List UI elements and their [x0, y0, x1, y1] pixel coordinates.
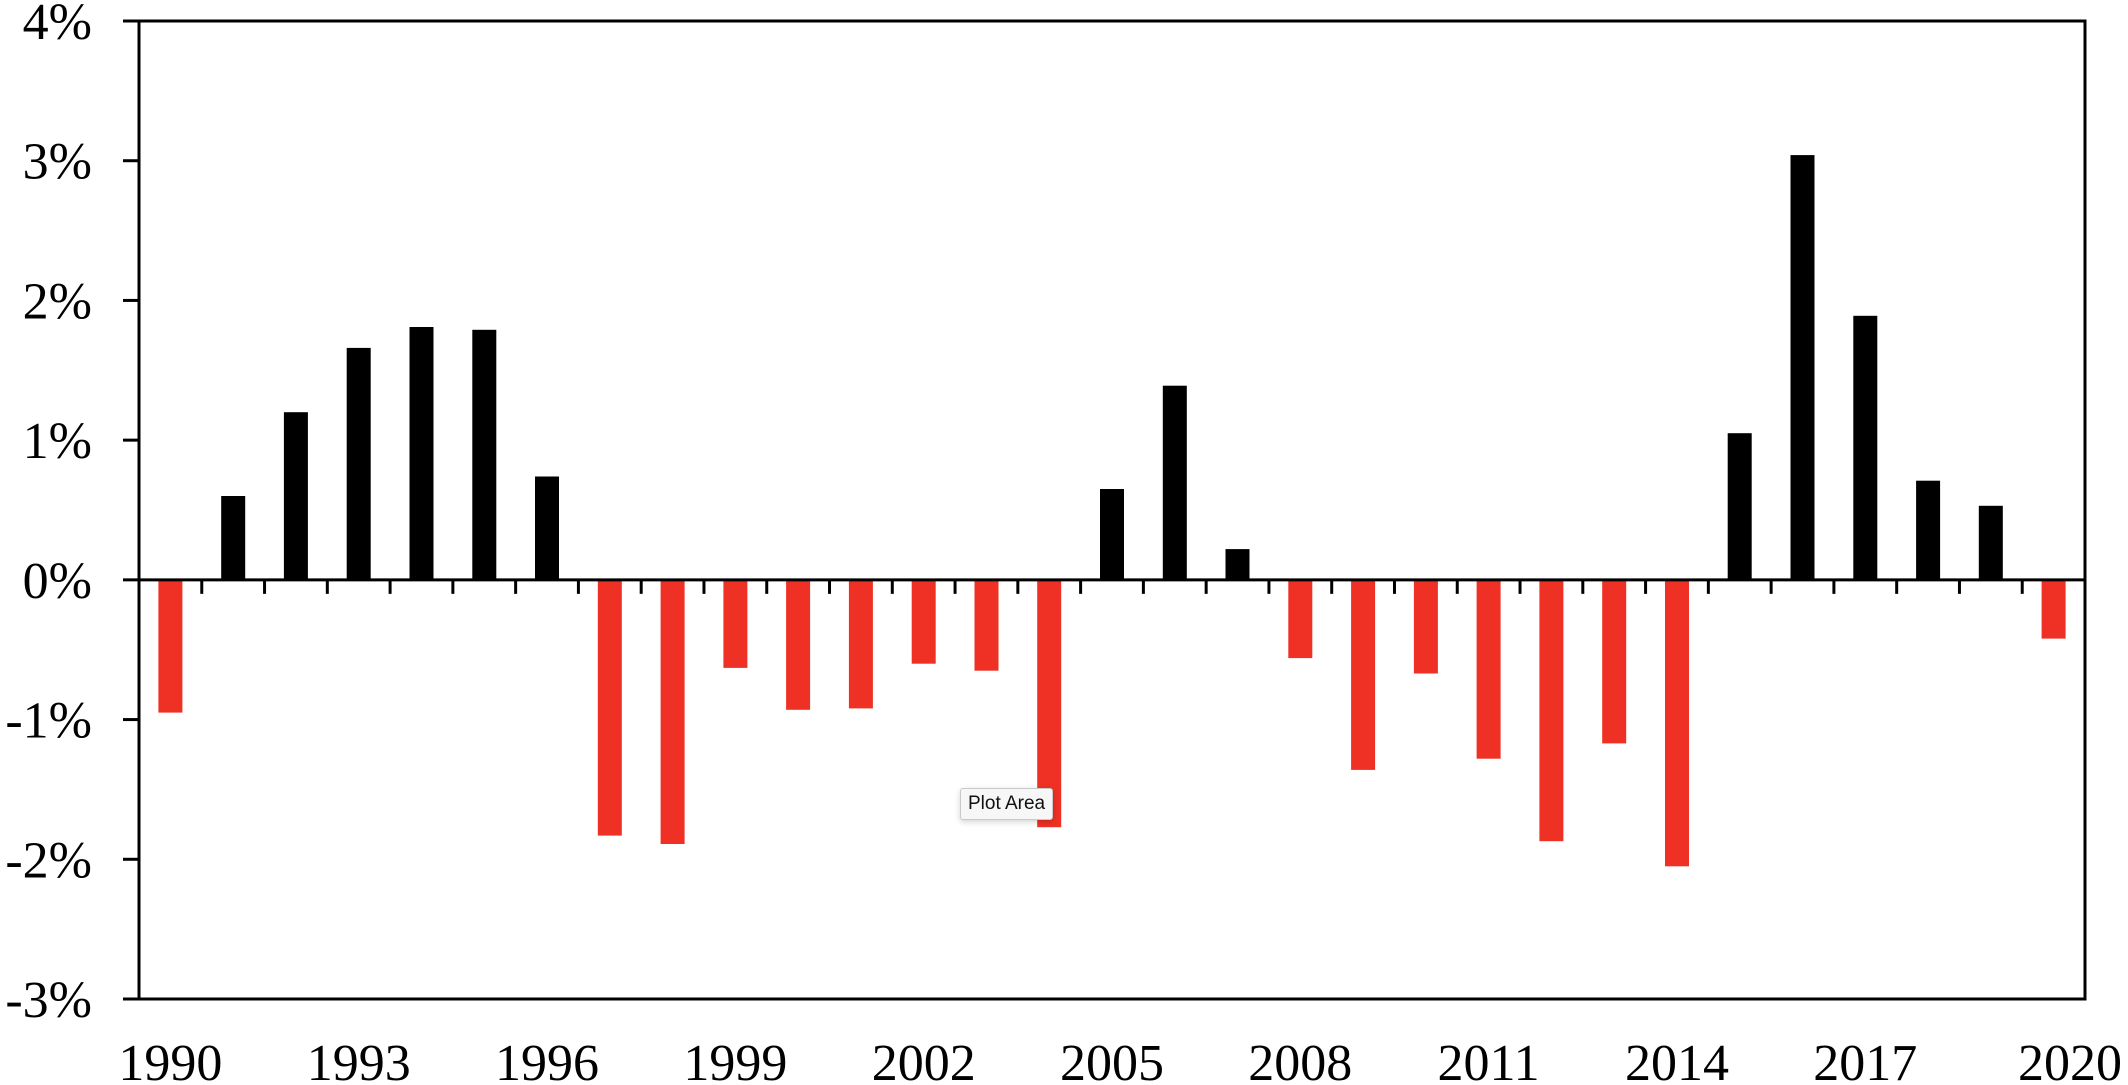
x-tick-label: 1993 — [307, 1035, 411, 1085]
bar-2019[interactable] — [1978, 505, 2003, 580]
bar-2014[interactable] — [1665, 579, 1689, 867]
x-tick-label: 2005 — [1060, 1035, 1164, 1085]
bar-1999[interactable] — [723, 579, 748, 668]
x-axis-labels: 1990 1993 1996 1999 2002 2005 2008 2011 2014 2017… — [118, 1035, 2122, 1085]
bar-2017[interactable] — [1853, 315, 1878, 580]
x-tick-label: 2020 — [2018, 1035, 2122, 1085]
bar-1995[interactable] — [472, 329, 497, 580]
y-axis-ticks — [123, 19, 139, 1001]
bar-2016[interactable] — [1790, 155, 1815, 580]
bar-1993[interactable] — [346, 347, 371, 580]
bar-2010[interactable] — [1413, 579, 1438, 674]
y-tick-label: 4% — [23, 0, 92, 51]
y-tick-label: -2% — [5, 832, 92, 889]
bar-2008[interactable] — [1288, 579, 1313, 659]
bars — [158, 155, 2066, 867]
x-axis-ticks — [200, 579, 2024, 594]
x-tick-label: 1996 — [495, 1035, 599, 1085]
bar-2007[interactable] — [1225, 549, 1250, 580]
x-tick-label: 2011 — [1438, 1035, 1540, 1085]
bar-2002[interactable] — [911, 579, 936, 664]
bar-2005[interactable] — [1100, 489, 1124, 580]
bar-2020[interactable] — [2041, 579, 2066, 639]
bar-1992[interactable] — [283, 412, 308, 580]
x-tick-label: 2014 — [1625, 1035, 1729, 1085]
x-tick-label: 2002 — [872, 1035, 976, 1085]
bar-2000[interactable] — [786, 579, 811, 710]
plot-area-tooltip: Plot Area — [960, 788, 1054, 820]
bar-1994[interactable] — [409, 327, 434, 580]
y-tick-label: -1% — [5, 693, 92, 750]
y-tick-label: -3% — [5, 972, 92, 1029]
bar-2003[interactable] — [974, 579, 999, 671]
y-axis-labels: 4% 3% 2% 1% 0% -1% -2% -3% — [5, 0, 92, 1029]
bar-2006[interactable] — [1162, 385, 1187, 580]
x-tick-label: 2008 — [1248, 1035, 1352, 1085]
y-tick-label: 0% — [23, 553, 92, 610]
bar-1997[interactable] — [597, 579, 622, 836]
bar-2013[interactable] — [1602, 579, 1627, 744]
bar-2004[interactable] — [1037, 579, 1062, 828]
y-tick-label: 3% — [23, 134, 92, 191]
y-tick-label: 1% — [23, 413, 92, 470]
bar-1996[interactable] — [535, 476, 559, 580]
bar-1991[interactable] — [221, 496, 246, 580]
x-tick-label: 2017 — [1813, 1035, 1917, 1085]
bar-2012[interactable] — [1539, 579, 1564, 842]
bar-2015[interactable] — [1727, 433, 1752, 580]
y-tick-label: 2% — [23, 273, 92, 330]
bar-2011[interactable] — [1476, 579, 1501, 759]
bar-1990[interactable] — [158, 579, 183, 713]
bar-2009[interactable] — [1351, 579, 1376, 770]
x-tick-label: 1999 — [683, 1035, 787, 1085]
bar-1998[interactable] — [660, 579, 685, 844]
bar-2018[interactable] — [1916, 480, 1941, 580]
x-tick-label: 1990 — [118, 1035, 222, 1085]
bar-2001[interactable] — [848, 579, 873, 709]
